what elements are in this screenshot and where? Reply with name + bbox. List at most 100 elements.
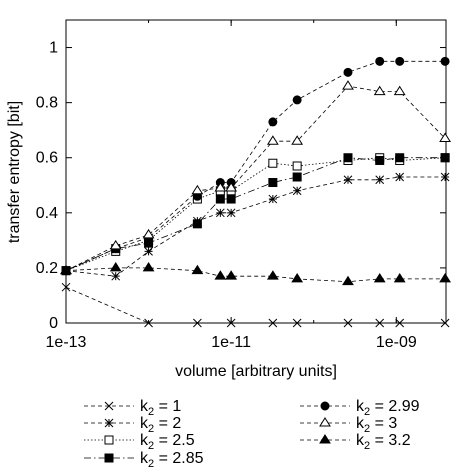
- x-tick-label: 1e-11: [211, 334, 251, 351]
- data-point: [61, 282, 71, 292]
- data-point: [268, 117, 278, 127]
- data-point: [375, 175, 385, 185]
- data-point: [393, 85, 406, 96]
- data-point: [292, 95, 302, 105]
- data-point: [111, 271, 121, 281]
- data-point: [342, 80, 354, 90]
- data-point: [191, 184, 204, 195]
- series-line: [65, 267, 446, 283]
- legend-marker: [320, 401, 330, 411]
- x-tick-label: 1e-13: [46, 334, 87, 351]
- legend-marker: [104, 435, 114, 445]
- data-point: [393, 272, 406, 283]
- data-point: [268, 158, 278, 168]
- legend-marker: [104, 453, 114, 463]
- y-tick-label: 0.6: [36, 150, 58, 167]
- y-tick-label: 1: [49, 40, 58, 57]
- data-point: [375, 318, 385, 328]
- legend-marker: [104, 401, 114, 411]
- data-point: [440, 172, 450, 182]
- data-point: [291, 272, 304, 283]
- data-point: [373, 85, 386, 96]
- data-point: [343, 67, 353, 77]
- data-point: [225, 270, 238, 280]
- data-point: [440, 56, 450, 66]
- data-point: [375, 155, 385, 165]
- legend-item: k2 = 2: [84, 415, 181, 435]
- data-point: [375, 56, 385, 66]
- data-point: [395, 318, 405, 328]
- data-point: [266, 135, 279, 145]
- data-point: [292, 318, 302, 328]
- data-point: [439, 272, 451, 283]
- data-point: [226, 194, 236, 204]
- y-tick-label: 0.2: [36, 260, 58, 277]
- data-point: [395, 56, 405, 66]
- data-point: [268, 178, 278, 188]
- series-line: [65, 157, 446, 272]
- y-axis-label: transfer entropy [bit]: [6, 101, 23, 243]
- data-point: [343, 318, 353, 328]
- data-point: [440, 318, 450, 328]
- x-tick-label: 1e-09: [376, 334, 417, 351]
- data-point: [225, 182, 238, 192]
- series-line: [65, 176, 446, 277]
- series-lines: [65, 60, 446, 324]
- legend-label: k2 = 3: [356, 415, 397, 435]
- data-point: [144, 318, 153, 328]
- data-point: [109, 261, 122, 272]
- data-point: [142, 228, 155, 239]
- legend-marker: [319, 417, 331, 427]
- legend-label: k2 = 2.85: [140, 450, 204, 470]
- series-line: [65, 60, 446, 272]
- series-line: [65, 286, 446, 324]
- legend-item: k2 = 2.5: [84, 432, 195, 452]
- data-point: [144, 247, 153, 256]
- y-tick-label: 0.8: [36, 95, 58, 112]
- legend-item: k2 = 3: [300, 415, 397, 435]
- data-point: [395, 153, 405, 163]
- data-point: [342, 275, 354, 286]
- data-point: [373, 272, 386, 283]
- data-point: [266, 270, 279, 280]
- data-point: [193, 318, 202, 328]
- legend-marker: [104, 418, 114, 428]
- legend-item: k2 = 2.99: [300, 398, 420, 418]
- data-point: [109, 239, 122, 250]
- plot-frame: [65, 19, 447, 324]
- data-point: [142, 261, 155, 272]
- data-point: [192, 219, 202, 229]
- series-markers: [60, 56, 451, 328]
- data-point: [268, 194, 278, 204]
- x-axis-label: volume [arbitrary units]: [175, 363, 337, 380]
- data-point: [191, 264, 204, 275]
- data-point: [292, 186, 302, 196]
- axis-ticks: [65, 20, 446, 324]
- data-point: [343, 153, 353, 163]
- data-point: [292, 161, 302, 171]
- data-point: [291, 135, 304, 145]
- y-tick-label: 0.4: [36, 205, 58, 222]
- data-point: [268, 318, 278, 328]
- data-point: [226, 318, 236, 328]
- legend-marker: [319, 434, 331, 444]
- data-point: [214, 270, 227, 280]
- data-point: [60, 264, 72, 275]
- legend-item: k2 = 1: [84, 398, 181, 418]
- data-point: [226, 208, 236, 218]
- legend-label: k2 = 1: [140, 398, 181, 418]
- data-point: [292, 172, 302, 182]
- legend-label: k2 = 2.5: [140, 432, 195, 452]
- data-point: [395, 172, 405, 182]
- legend-item: k2 = 3.2: [300, 432, 411, 452]
- data-point: [439, 132, 451, 142]
- series-line: [65, 157, 446, 272]
- legend-label: k2 = 3.2: [356, 432, 411, 452]
- legend-item: k2 = 2.85: [84, 450, 204, 470]
- legend-label: k2 = 2.99: [356, 398, 420, 418]
- data-point: [343, 175, 353, 185]
- data-point: [214, 182, 227, 192]
- data-point: [440, 153, 450, 163]
